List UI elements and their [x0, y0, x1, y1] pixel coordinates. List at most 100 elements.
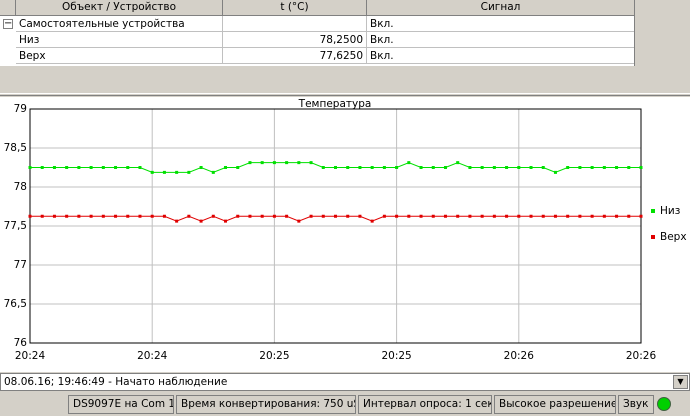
point	[138, 166, 142, 169]
point	[456, 161, 460, 165]
point	[492, 166, 496, 169]
device-name[interactable]: Верх	[16, 48, 223, 64]
x-tick-label: 20:26	[626, 350, 657, 362]
point	[480, 166, 484, 169]
point	[505, 166, 509, 169]
device-signal: Вкл.	[367, 48, 634, 64]
point	[456, 214, 460, 218]
y-tick-label: 77,5	[4, 220, 27, 232]
legend-swatch	[651, 209, 655, 213]
column-header[interactable]: Сигнал	[367, 0, 634, 16]
point	[615, 166, 619, 169]
point	[566, 214, 570, 218]
status-indicator	[657, 397, 671, 411]
point	[346, 166, 350, 169]
point	[272, 214, 276, 218]
point	[199, 219, 203, 223]
point	[468, 166, 472, 169]
point	[505, 214, 509, 218]
point	[187, 170, 191, 174]
point	[77, 166, 81, 169]
point	[260, 161, 264, 165]
x-tick-label: 20:25	[381, 350, 411, 362]
chart: Температура 76 76,5 77 77,5 78 78,5 79 20:24 20:…	[0, 97, 690, 372]
point	[627, 214, 631, 218]
point	[480, 214, 484, 218]
point	[211, 170, 215, 174]
status-panel: Интервал опроса: 1 сек.	[358, 395, 492, 414]
point	[187, 214, 191, 218]
point	[297, 161, 301, 165]
point	[89, 166, 93, 169]
device-name[interactable]: Низ	[16, 32, 223, 48]
device-table: Объект / Устройство t (°C) Сигнал − Само…	[0, 0, 635, 66]
point	[101, 166, 105, 169]
status-panel: Высокое разрешение	[494, 395, 616, 414]
point	[578, 214, 582, 218]
point	[529, 166, 533, 169]
point	[407, 214, 411, 218]
point	[590, 214, 594, 218]
point	[443, 214, 447, 218]
x-tick-label: 20:24	[15, 350, 46, 362]
y-tick-label: 78,5	[4, 142, 27, 154]
point	[285, 214, 289, 218]
point	[114, 166, 118, 169]
point	[236, 214, 240, 218]
group-name[interactable]: Самостоятельные устройства	[16, 16, 223, 32]
point	[639, 166, 643, 169]
point	[101, 214, 105, 218]
point	[126, 214, 130, 218]
point	[553, 170, 557, 174]
device-temp: 78,2500	[223, 32, 367, 48]
point	[162, 170, 166, 174]
point	[431, 166, 435, 169]
point	[431, 214, 435, 218]
point	[150, 214, 154, 218]
point	[321, 166, 325, 169]
point	[309, 214, 313, 218]
point	[77, 214, 81, 218]
device-signal: Вкл.	[367, 32, 634, 48]
chart-background	[0, 97, 690, 372]
point	[382, 214, 386, 218]
dropdown-button[interactable]: ▼	[673, 375, 688, 389]
point	[309, 161, 313, 165]
point	[199, 166, 203, 169]
point	[395, 166, 399, 169]
group-signal: Вкл.	[367, 16, 634, 32]
y-tick-label: 78	[14, 181, 27, 193]
point	[358, 166, 362, 169]
point	[419, 214, 423, 218]
point	[52, 214, 56, 218]
point	[419, 166, 423, 169]
point	[40, 166, 44, 169]
splitter[interactable]	[0, 93, 690, 96]
collapse-button[interactable]: −	[3, 19, 13, 29]
point	[114, 214, 118, 218]
point	[615, 214, 619, 218]
cell	[223, 16, 367, 32]
legend-swatch	[651, 235, 655, 239]
point	[517, 166, 521, 169]
column-header[interactable]: t (°C)	[223, 0, 367, 16]
point	[272, 161, 276, 165]
point	[334, 214, 337, 218]
chart-title: Температура	[298, 98, 372, 110]
x-tick-label: 20:25	[259, 350, 289, 362]
log-combo[interactable]: 08.06.16; 19:46:49 - Начато наблюдение	[0, 373, 690, 391]
status-panel: DS9097E на Com 1	[68, 395, 174, 414]
point	[492, 214, 496, 218]
point	[65, 214, 69, 218]
point	[175, 219, 179, 223]
point	[443, 166, 447, 169]
point	[236, 166, 240, 169]
point	[28, 166, 32, 169]
point	[150, 170, 154, 174]
plot-frame	[29, 108, 642, 344]
point	[566, 166, 570, 169]
y-tick-label: 76,5	[4, 298, 27, 310]
status-panel: Время конвертирования: 750 uS.	[176, 395, 356, 414]
device-temp: 77,6250	[223, 48, 367, 64]
column-header[interactable]: Объект / Устройство	[16, 0, 223, 16]
